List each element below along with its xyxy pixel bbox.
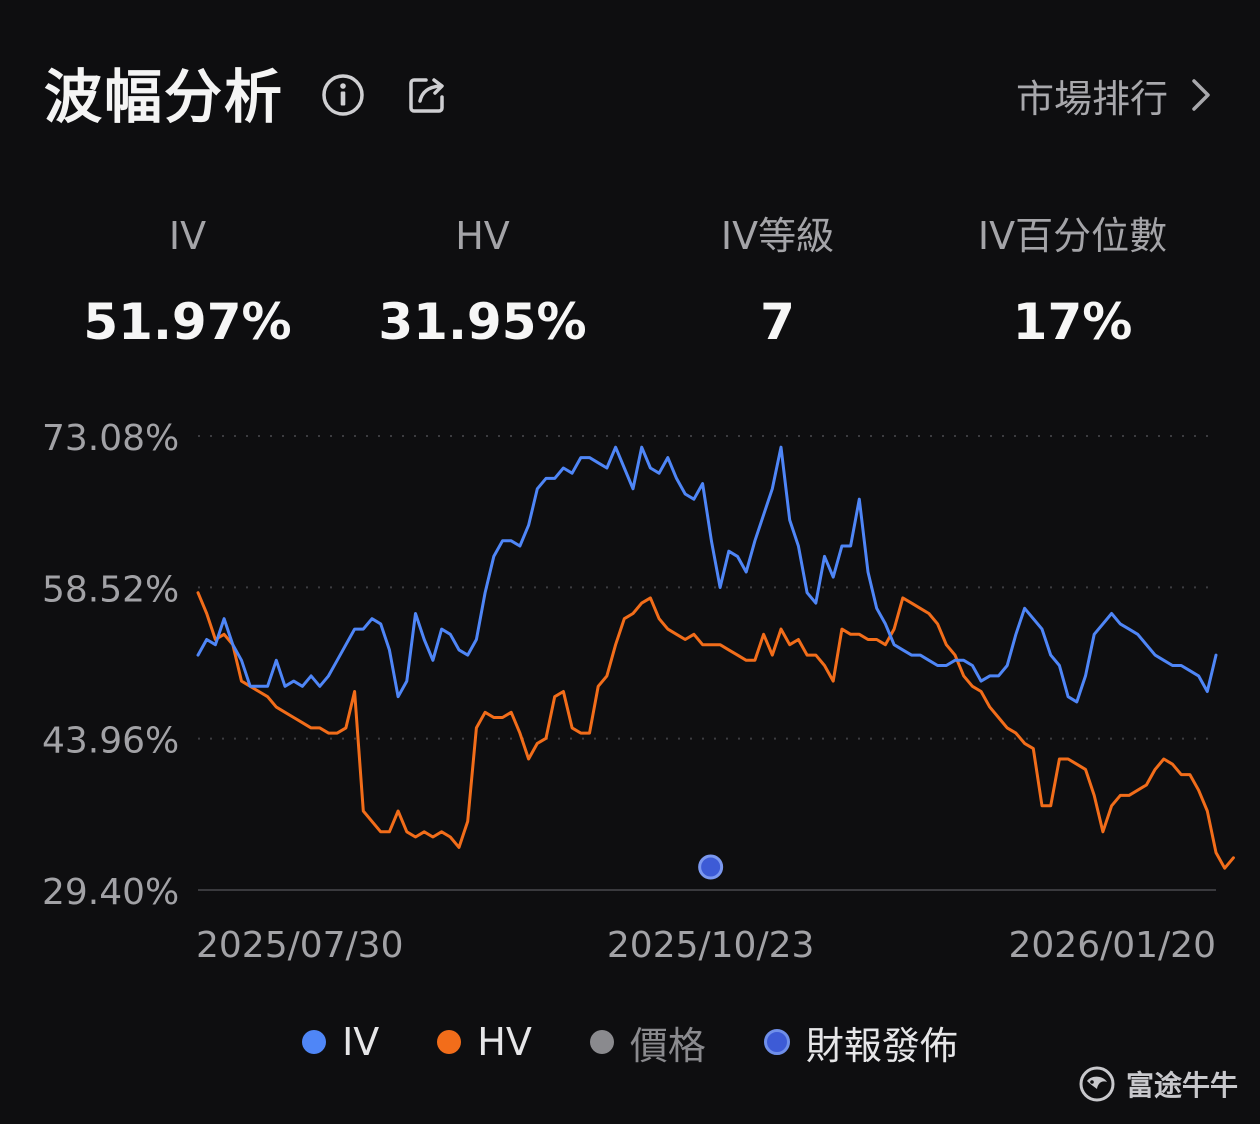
series-line-hv — [196, 591, 1235, 870]
stat-iv-rank: IV等級 7 — [630, 208, 925, 358]
y-tick-label: 73.08% — [42, 418, 179, 459]
chevron-right-icon — [1192, 79, 1210, 111]
chart-legend: IV HV 價格 財報發佈 — [0, 1012, 1260, 1072]
x-tick-label: 2025/10/23 — [607, 925, 815, 966]
legend-item-earnings[interactable]: 財報發佈 — [763, 1015, 958, 1070]
earnings-marker — [698, 854, 724, 880]
market-ranking-label: 市場排行 — [1015, 76, 1168, 121]
stat-label: IV等級 — [720, 214, 835, 258]
stat-hv: HV 31.95% — [335, 208, 630, 358]
stats-row: IV 51.97% HV 31.95% IV等級 7 IV百分位數 17% — [40, 208, 1220, 358]
header: 波幅分析 市場排行 — [0, 0, 1260, 190]
legend-label: 財報發佈 — [805, 1023, 958, 1068]
legend-label: IV — [342, 1020, 380, 1064]
series-line-iv — [196, 445, 1218, 704]
legend-label: 價格 — [629, 1023, 706, 1068]
legend-dot — [763, 1029, 790, 1055]
legend-dot — [437, 1030, 462, 1054]
market-ranking-link[interactable]: 市場排行 — [1015, 70, 1216, 121]
legend-label: HV — [477, 1020, 532, 1064]
stat-iv-percentile: IV百分位數 17% — [925, 208, 1220, 358]
legend-item-price[interactable]: 價格 — [589, 1015, 706, 1070]
legend-dot — [302, 1030, 327, 1054]
stat-label: HV — [455, 214, 510, 258]
y-tick-label: 43.96% — [42, 721, 179, 762]
y-tick-label: 29.40% — [42, 872, 179, 913]
chart-svg: 73.08% 58.52% 43.96% 29.40% 2025/07/30 2025/1… — [42, 418, 1235, 966]
watermark: 富途牛牛 — [1078, 1062, 1238, 1106]
x-tick-label: 2026/01/20 — [1009, 925, 1217, 966]
legend-item-iv[interactable]: IV — [302, 1020, 379, 1064]
info-icon[interactable] — [320, 72, 366, 118]
stat-value: 31.95% — [378, 293, 587, 351]
x-tick-label: 2025/07/30 — [196, 925, 404, 966]
stat-value: 51.97% — [83, 293, 292, 351]
futu-logo-icon — [1079, 1066, 1115, 1102]
stat-label: IV百分位數 — [977, 214, 1168, 258]
legend-dot — [589, 1030, 614, 1054]
y-tick-label: 58.52% — [42, 569, 179, 610]
legend-item-hv[interactable]: HV — [437, 1020, 532, 1064]
page-title: 波幅分析 — [44, 63, 285, 131]
stat-iv: IV 51.97% — [40, 208, 335, 358]
stat-label: IV — [168, 214, 207, 258]
watermark-text: 富途牛牛 — [1125, 1069, 1238, 1102]
volatility-chart[interactable]: 73.08% 58.52% 43.96% 29.40% 2025/07/30 2025/1… — [0, 400, 1260, 980]
stat-value: 7 — [760, 293, 795, 351]
stat-value: 17% — [1012, 293, 1133, 351]
share-icon[interactable] — [404, 72, 450, 118]
